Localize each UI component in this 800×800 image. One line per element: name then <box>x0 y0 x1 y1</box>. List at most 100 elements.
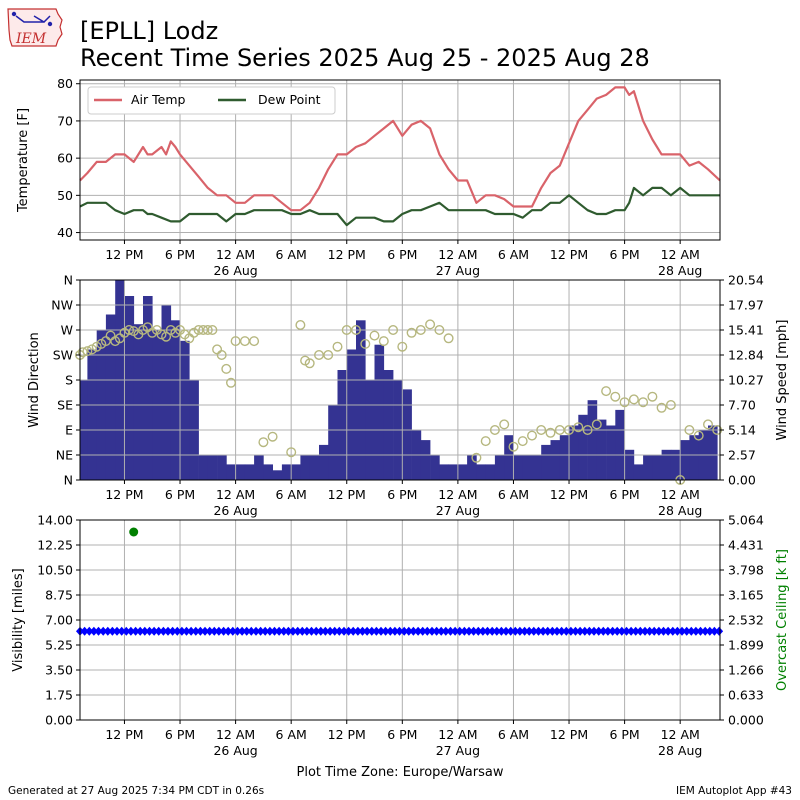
wind-speed-bar <box>198 454 209 480</box>
x-tick-label: 6 AM <box>498 247 529 262</box>
x-tick-label: 6 PM <box>387 247 417 262</box>
iem-logo: IEM <box>7 8 63 47</box>
visibility-point <box>585 626 594 636</box>
visibility-point <box>117 626 126 636</box>
visibility-point <box>363 626 372 636</box>
wind-direction-point <box>360 338 371 349</box>
visibility-point <box>279 626 288 636</box>
x-axis-title: Plot Time Zone: Europe/Warsaw <box>297 765 504 780</box>
wind-direction-point <box>202 325 213 336</box>
visibility-point <box>664 626 673 636</box>
wind-direction-point <box>638 397 649 408</box>
wind-direction-point <box>249 336 260 347</box>
wind-direction-point <box>489 425 500 436</box>
visibility-point <box>168 626 177 636</box>
visibility-point <box>214 626 223 636</box>
wind-speed-bar <box>263 464 273 480</box>
temperature-plot-frame <box>79 79 721 241</box>
visibility-point <box>108 626 117 636</box>
x-tick-label: 12 PM <box>550 247 588 262</box>
wind-speed-bar <box>643 454 653 480</box>
wind-direction-point <box>332 341 343 352</box>
wind-speed-bar <box>550 440 561 480</box>
x-tick-label: 12 PM <box>328 247 366 262</box>
wind-direction-point <box>610 391 621 402</box>
visibility-point <box>302 626 311 636</box>
visibility-point <box>400 626 409 636</box>
wind-direction-point <box>406 327 417 338</box>
wind-direction-point <box>619 397 630 408</box>
wind-speed-bar <box>708 425 718 480</box>
wind-speed-bar <box>328 405 338 480</box>
y-tick-label: 50 <box>57 188 73 203</box>
wind-speed-bar <box>254 454 264 480</box>
visibility-point <box>423 626 432 636</box>
wind-speed-bar <box>559 435 570 480</box>
visibility-point <box>506 626 515 636</box>
ceiling-tick-label: 0.000 <box>728 713 764 728</box>
wind-direction-point <box>693 430 704 441</box>
visibility-point <box>497 626 506 636</box>
wind-direction-point <box>628 394 639 405</box>
visibility-point <box>492 626 501 636</box>
wind-direction-point <box>591 419 602 430</box>
visibility-point <box>529 626 538 636</box>
visibility-point <box>451 626 460 636</box>
wind-direction-point <box>684 425 695 436</box>
visibility-point <box>525 626 534 636</box>
visibility-point <box>474 626 483 636</box>
visibility-point <box>599 626 608 636</box>
legend-air-temp-label: Air Temp <box>131 92 186 107</box>
visibility-point <box>678 626 686 636</box>
visibility-point <box>349 626 358 636</box>
visibility-point <box>534 626 543 636</box>
visibility-point <box>358 626 367 636</box>
ceiling-tick-label: 5.064 <box>728 513 764 528</box>
ceiling-point <box>129 527 139 537</box>
visibility-point <box>256 626 265 636</box>
visibility-point <box>460 626 469 636</box>
wind-direction-point <box>216 350 227 361</box>
x-tick-date-label: 26 Aug <box>213 503 257 518</box>
wind-direction-point <box>443 333 454 344</box>
visibility-point <box>307 626 316 636</box>
ceiling-tick-label: 0.633 <box>728 688 764 703</box>
visibility-point <box>164 626 172 636</box>
wind-speed-bar <box>170 320 181 480</box>
visibility-point <box>136 626 145 636</box>
wind-speed-axis-label: Wind Speed [mph] <box>775 320 790 441</box>
visibility-point <box>613 626 622 636</box>
wind-speed-bar <box>689 435 699 480</box>
speed-tick-label: 10.27 <box>728 373 764 388</box>
visibility-point <box>99 626 108 636</box>
visibility-point <box>580 626 589 636</box>
wind-speed-bar <box>161 304 172 480</box>
wind-direction-point <box>397 341 408 352</box>
visibility-point <box>381 626 390 636</box>
visibility-point <box>710 626 719 636</box>
direction-tick-label: SE <box>57 398 73 413</box>
ceiling-axis-label: Overcast Ceiling [k ft] <box>775 549 790 691</box>
x-tick-label: 12 AM <box>661 727 700 742</box>
visibility-point <box>126 626 135 636</box>
visibility-point <box>617 626 626 636</box>
wind-speed-bar <box>217 454 227 480</box>
wind-speed-bar <box>513 454 524 480</box>
wind-speed-bar <box>374 344 385 480</box>
wind-speed-bar <box>87 349 97 480</box>
x-tick-label: 12 PM <box>105 487 143 502</box>
visibility-point <box>335 626 344 636</box>
visibility-point <box>154 626 163 636</box>
y-tick-label: 80 <box>57 76 73 91</box>
wind-direction-point <box>425 319 436 330</box>
direction-tick-label: SW <box>53 348 73 363</box>
visibility-point <box>205 626 214 636</box>
wind-speed-bar <box>476 464 486 480</box>
visibility-tick-label: 5.25 <box>45 638 73 653</box>
wind-speed-bar <box>680 440 690 480</box>
speed-tick-label: 12.84 <box>728 348 764 363</box>
wind-direction-point <box>601 386 612 397</box>
visibility-point <box>594 626 603 636</box>
y-tick-label: 40 <box>57 225 73 240</box>
wind-speed-bar <box>300 454 310 480</box>
